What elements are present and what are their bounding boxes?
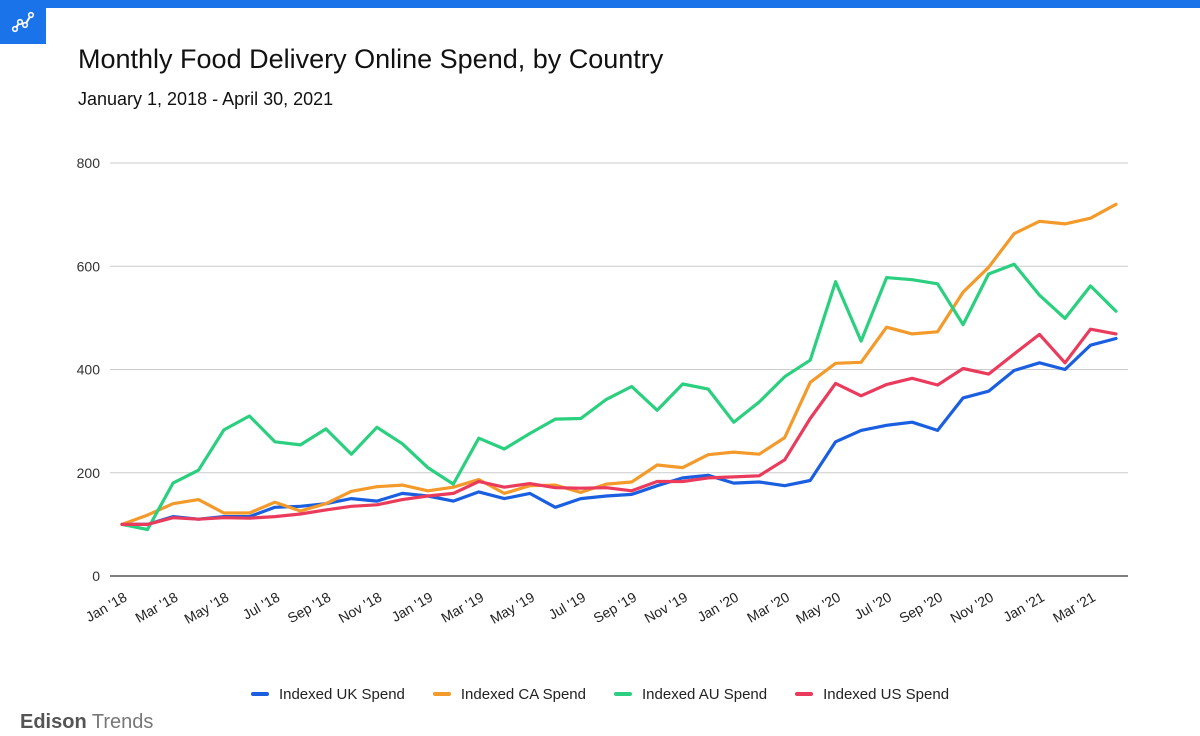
x-tick-label: May '19 (487, 589, 537, 627)
brand-logo: Edison Trends (20, 711, 153, 734)
x-tick-label: Mar '21 (1050, 589, 1098, 626)
brand-name-bold: Edison (20, 711, 87, 733)
x-tick-label: Sep '19 (590, 589, 639, 626)
legend-swatch-ca (432, 692, 451, 696)
series-line-ca (120, 202, 1118, 527)
line-chart-icon (0, 0, 46, 44)
grid-lines (110, 162, 1128, 577)
legend: Indexed UK Spend Indexed CA Spend Indexe… (0, 682, 1200, 706)
x-tick-label: Mar '19 (438, 589, 486, 626)
series-line-uk (120, 336, 1118, 527)
series-line-au (120, 262, 1118, 532)
x-tick-label: Sep '20 (896, 589, 945, 626)
x-tick-label: Nov '20 (947, 589, 996, 626)
legend-item-uk[interactable]: Indexed UK Spend (250, 682, 405, 706)
y-tick-label: 200 (77, 465, 101, 481)
x-tick-label: Jan '21 (1000, 589, 1047, 625)
x-tick-label: Jan '18 (83, 589, 130, 625)
x-tick-label: Jul '18 (240, 589, 283, 623)
x-tick-label: Mar '18 (132, 589, 180, 626)
legend-swatch-uk (250, 692, 269, 696)
x-tick-label: Nov '18 (336, 589, 385, 626)
chart-subtitle: January 1, 2018 - April 30, 2021 (78, 89, 334, 109)
x-tick-label: May '18 (181, 589, 231, 627)
x-tick-label: May '20 (793, 589, 843, 627)
legend-item-ca[interactable]: Indexed CA Spend (432, 682, 586, 706)
chart-title: Monthly Food Delivery Online Spend, by C… (78, 44, 664, 74)
x-tick-label: Jan '20 (694, 589, 741, 625)
y-tick-label: 400 (77, 362, 101, 378)
x-tick-label: Jul '20 (851, 589, 894, 623)
y-tick-label: 800 (77, 155, 101, 171)
legend-label-us: Indexed US Spend (823, 685, 950, 703)
brand-name-light: Trends (91, 711, 154, 733)
y-tick-label: 600 (77, 258, 101, 274)
legend-label-uk: Indexed UK Spend (278, 685, 405, 703)
legend-swatch-us (795, 692, 814, 696)
x-tick-label: Sep '18 (285, 589, 334, 626)
x-tick-label: Nov '19 (641, 589, 690, 626)
legend-swatch-au (614, 692, 632, 696)
x-tick-label: Jul '19 (546, 589, 589, 623)
y-axis-ticks: 0 200 400 600 800 (77, 155, 101, 584)
legend-item-us[interactable]: Indexed US Spend (795, 682, 949, 706)
legend-label-ca: Indexed CA Spend (460, 685, 586, 703)
legend-label-au: Indexed AU Spend (642, 685, 768, 703)
legend-item-au[interactable]: Indexed AU Spend (614, 682, 767, 706)
series-line-us (120, 327, 1118, 527)
top-accent-bar (0, 0, 1200, 8)
y-tick-label: 0 (92, 568, 100, 584)
x-tick-label: Jan '19 (389, 589, 436, 625)
x-axis-ticks: Jan '18 Mar '18 May '18 Jul '18 Sep '18 Nov '… (83, 589, 1098, 627)
series-lines (120, 202, 1118, 532)
x-tick-label: Mar '20 (744, 589, 792, 626)
